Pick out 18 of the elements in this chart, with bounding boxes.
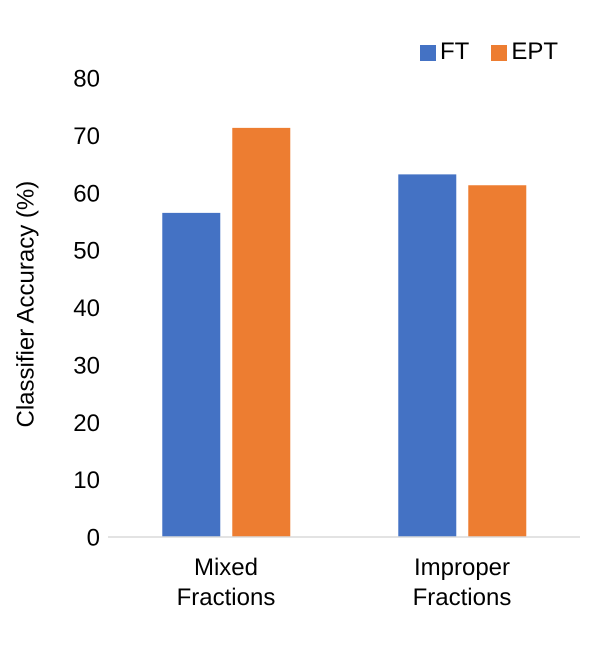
- y-tick-label: 60: [73, 180, 100, 208]
- y-tick-label: 0: [86, 524, 100, 552]
- y-tick-label: 10: [73, 467, 100, 494]
- bar: [398, 174, 456, 537]
- y-tick-label: 20: [73, 410, 100, 437]
- bar: [232, 128, 290, 537]
- y-tick-label: 50: [73, 238, 100, 265]
- y-tick-label: 70: [73, 122, 100, 150]
- bar: [162, 212, 220, 537]
- legend-label: EPT: [511, 38, 558, 65]
- y-axis-title: Classifier Accuracy (%): [12, 180, 40, 428]
- x-tick-label: Improper Fractions: [412, 554, 512, 611]
- y-tick-label: 40: [73, 295, 100, 322]
- legend-label: FT: [440, 38, 470, 65]
- y-tick-label: 30: [73, 352, 100, 380]
- x-tick-label: Mixed Fractions: [176, 554, 276, 611]
- bar: [468, 185, 526, 537]
- y-tick-label: 80: [73, 66, 100, 93]
